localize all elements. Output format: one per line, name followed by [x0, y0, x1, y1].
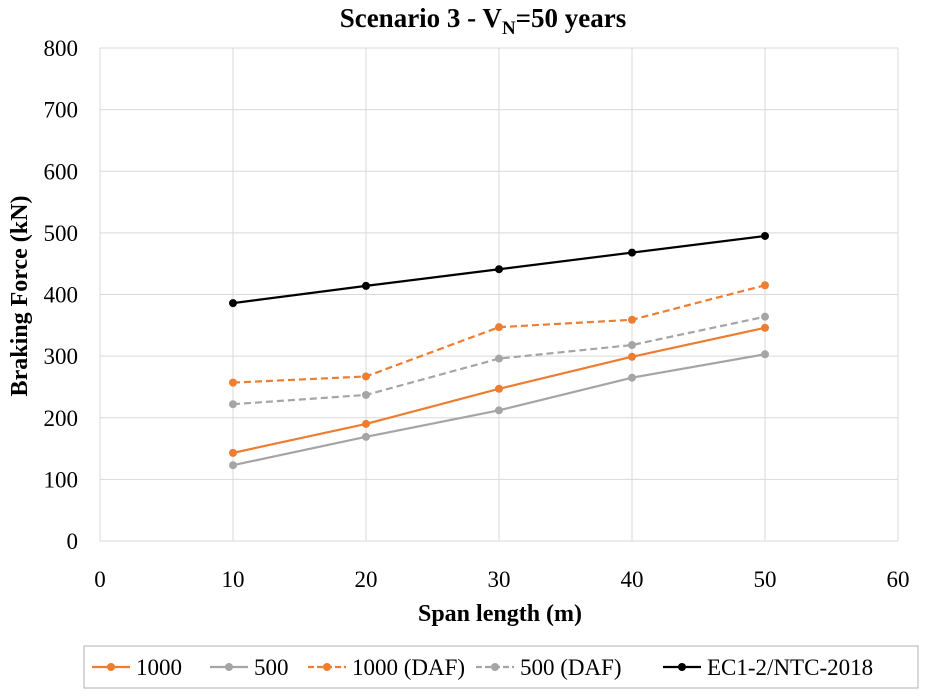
data-point-3-3 [628, 341, 636, 350]
y-tick-label: 800 [44, 36, 79, 61]
data-point-1-3 [628, 373, 636, 382]
legend-marker-3 [491, 663, 499, 671]
chart-title: Scenario 3 - VN=50 years [340, 3, 627, 39]
y-tick-label: 300 [44, 344, 79, 369]
data-point-4-4 [761, 231, 769, 240]
data-point-0-0 [229, 448, 237, 457]
legend-marker-1 [225, 663, 233, 671]
data-point-1-1 [362, 432, 370, 441]
y-tick-label: 500 [44, 221, 79, 246]
data-point-2-3 [628, 315, 636, 324]
data-point-0-3 [628, 352, 636, 361]
x-tick-label: 30 [488, 567, 511, 592]
y-tick-label: 100 [44, 467, 79, 492]
y-tick-label: 400 [44, 283, 79, 308]
y-tick-label: 600 [44, 159, 79, 184]
legend-label-0: 1000 [136, 655, 182, 680]
data-point-4-2 [495, 265, 503, 274]
legend-marker-4 [678, 663, 686, 671]
legend-label-4: EC1-2/NTC-2018 [707, 655, 873, 680]
legend-box [83, 645, 919, 689]
data-point-1-2 [495, 406, 503, 415]
data-point-2-1 [362, 372, 370, 381]
data-point-1-0 [229, 461, 237, 470]
data-point-4-3 [628, 248, 636, 257]
chart-title-tail: =50 years [516, 3, 627, 33]
data-point-4-1 [362, 281, 370, 290]
series-line-3 [232, 315, 766, 406]
series-layer [229, 231, 769, 470]
data-point-3-4 [761, 312, 769, 321]
data-point-1-4 [761, 350, 769, 359]
x-tick-label: 40 [621, 567, 644, 592]
legend-label-3: 500 (DAF) [520, 655, 622, 680]
y-axis-label: Braking Force (kN) [7, 196, 33, 397]
data-point-2-2 [495, 323, 503, 332]
x-tick-label: 50 [754, 567, 777, 592]
legend-label-1: 500 [254, 655, 289, 680]
x-tick-label: 0 [94, 567, 106, 592]
x-tick-label: 20 [355, 567, 378, 592]
data-point-3-0 [229, 400, 237, 409]
data-point-2-0 [229, 378, 237, 387]
y-tick-label: 0 [67, 529, 79, 554]
series-line-2 [232, 284, 766, 384]
x-tick-label: 60 [887, 567, 910, 592]
chart-title-main: Scenario 3 - V [340, 3, 503, 33]
data-point-3-1 [362, 390, 370, 399]
data-point-0-4 [761, 323, 769, 332]
legend-marker-0 [107, 663, 115, 671]
chart-title-subscript: N [502, 18, 516, 39]
data-point-2-4 [761, 281, 769, 290]
data-point-0-2 [495, 384, 503, 393]
data-point-0-1 [362, 419, 370, 428]
legend: 1000 500 1000 (DAF) 500 (DAF) EC1-2/NTC-2018 [83, 645, 919, 689]
y-tick-label: 700 [44, 98, 79, 123]
y-axis-ticks: 0 100 200 300 400 500 600 700 800 [44, 36, 79, 554]
data-point-4-0 [229, 299, 237, 308]
y-tick-label: 200 [44, 406, 79, 431]
x-axis-ticks: 0 10 20 30 40 50 60 [94, 567, 909, 592]
legend-marker-2 [323, 663, 331, 671]
legend-label-2: 1000 (DAF) [352, 655, 465, 680]
x-axis-label: Span length (m) [418, 601, 582, 627]
x-tick-label: 10 [222, 567, 245, 592]
grid [99, 47, 899, 542]
data-point-3-2 [495, 354, 503, 363]
